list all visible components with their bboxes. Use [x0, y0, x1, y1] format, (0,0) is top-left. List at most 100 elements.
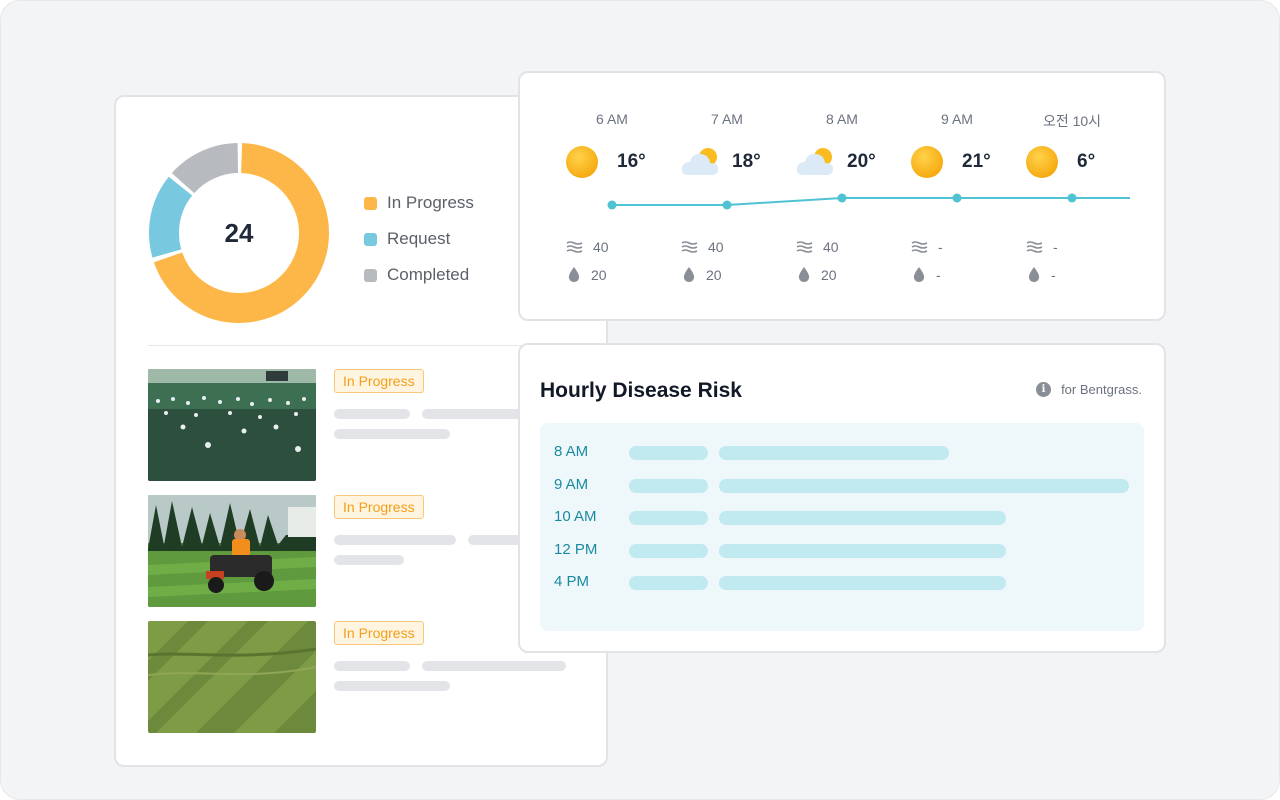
skeleton-line [334, 661, 410, 671]
wind-stat: 40 [796, 239, 839, 255]
grass-type-note[interactable]: i for Bentgrass. [1036, 382, 1142, 397]
wind-stat: - [1026, 239, 1058, 255]
trend-point [837, 193, 847, 203]
sun-icon [1026, 146, 1058, 178]
hour-label: 6 AM [567, 111, 657, 127]
trend-point [607, 200, 617, 210]
legend-item-completed: Completed [364, 257, 474, 293]
risk-time: 4 PM [554, 573, 590, 590]
risk-bar [719, 576, 1006, 590]
hour-time: 오전 10시 [1042, 113, 1102, 129]
skeleton-line [334, 555, 404, 565]
trend-point [1067, 193, 1077, 203]
hourly-weather-card: 6 AM 16° 40 20 7 AM 18° 40 20 8 AM 20° 40 20 9 AM 21°… [518, 71, 1166, 321]
donut-segment-request[interactable] [149, 143, 329, 323]
partly-cloudy-icon [681, 148, 718, 175]
rain-stat: 20 [797, 266, 837, 283]
skeleton-line [422, 409, 522, 419]
wind-value: - [1053, 239, 1058, 255]
lawn-mower-photo [148, 495, 316, 607]
rain-stat: 20 [567, 266, 607, 283]
total-count: 24 [224, 217, 254, 248]
risk-time: 12 PM [554, 540, 598, 558]
golf-course-photo [148, 369, 316, 481]
wind-icon [681, 241, 698, 253]
card-title: Hourly Disease Risk [540, 379, 742, 402]
wind-icon [796, 241, 813, 253]
wind-icon [911, 241, 928, 253]
task-item[interactable]: In Progress [148, 369, 588, 481]
legend-label: Request [387, 229, 451, 248]
hour-label: 오전 10시 [1027, 111, 1117, 131]
wind-value: 40 [823, 239, 839, 255]
hour-label: 9 AM [912, 111, 1002, 127]
status-badge: In Progress [334, 369, 424, 393]
rain-stat: - [1027, 266, 1056, 283]
hour-forecast[interactable]: 20° [795, 145, 876, 179]
rain-stat: - [912, 266, 941, 283]
wind-value: - [938, 239, 943, 255]
skeleton-line [334, 681, 450, 691]
wind-value: 40 [593, 239, 609, 255]
hour-time: 7 AM [711, 111, 743, 127]
divider [148, 345, 608, 346]
risk-bar [719, 446, 949, 460]
raindrop-icon [683, 267, 695, 282]
skeleton-line [334, 429, 450, 439]
wind-value: 40 [708, 239, 724, 255]
striped-lawn-photo [148, 621, 316, 733]
hour-forecast[interactable]: 16° [565, 145, 646, 179]
temperature: 20° [847, 151, 876, 172]
task-item[interactable]: In Progress [148, 495, 588, 607]
task-item[interactable]: In Progress [148, 621, 588, 733]
legend-dot [364, 232, 377, 246]
info-icon[interactable]: i [1036, 382, 1052, 397]
temperature: 16° [617, 151, 646, 172]
risk-bar [719, 543, 1006, 558]
temperature: 18° [732, 151, 761, 172]
raindrop-icon [913, 267, 925, 282]
disease-risk-card: Hourly Disease Risk i for Bentgrass. 8 A… [518, 343, 1166, 653]
status-badge: In Progress [334, 621, 424, 645]
risk-row[interactable]: 8 AM [540, 443, 1144, 463]
raindrop-icon [568, 267, 580, 282]
grass-type-label: for Bentgrass. [1061, 382, 1142, 397]
skeleton-line [468, 535, 528, 545]
wind-icon [566, 241, 583, 253]
hour-forecast[interactable]: 6° [1025, 145, 1095, 179]
donut-legend: In Progress Request Completed [364, 185, 474, 293]
risk-row[interactable]: 12 PM [540, 541, 1144, 561]
hour-time: 8 AM [826, 111, 858, 127]
sun-icon [911, 146, 943, 178]
temperature: 6° [1077, 151, 1096, 172]
risk-bar-short [629, 478, 708, 493]
hour-label: 7 AM [682, 111, 772, 127]
risk-bar-short [629, 543, 708, 558]
legend-item-in-progress: In Progress [364, 185, 474, 221]
risk-row[interactable]: 4 PM [540, 573, 1144, 593]
donut-segment-in-progress[interactable] [149, 143, 329, 323]
wind-stat: - [911, 239, 943, 255]
skeleton-line [334, 409, 410, 419]
trend-line [612, 197, 1130, 206]
rain-value: 20 [706, 266, 722, 283]
risk-bar [719, 511, 1006, 525]
hour-time: 6 AM [596, 111, 628, 127]
rain-value: 20 [591, 266, 607, 283]
hour-forecast[interactable]: 18° [680, 145, 761, 179]
risk-panel: 8 AM 9 AM 10 AM 12 PM 4 PM [540, 423, 1144, 631]
trend-point [722, 200, 732, 210]
partly-cloudy-icon [796, 148, 833, 175]
hour-forecast[interactable]: 21° [910, 145, 991, 179]
wind-stat: 40 [681, 239, 724, 255]
status-badge: In Progress [334, 495, 424, 519]
hour-label: 8 AM [797, 111, 887, 127]
risk-row[interactable]: 10 AM [540, 508, 1144, 528]
risk-row[interactable]: 9 AM [540, 476, 1144, 496]
legend-item-request: Request [364, 221, 474, 257]
sun-icon [566, 146, 598, 178]
risk-bar [719, 478, 1129, 493]
skeleton-line [334, 535, 456, 545]
risk-time: 10 AM [554, 508, 597, 525]
